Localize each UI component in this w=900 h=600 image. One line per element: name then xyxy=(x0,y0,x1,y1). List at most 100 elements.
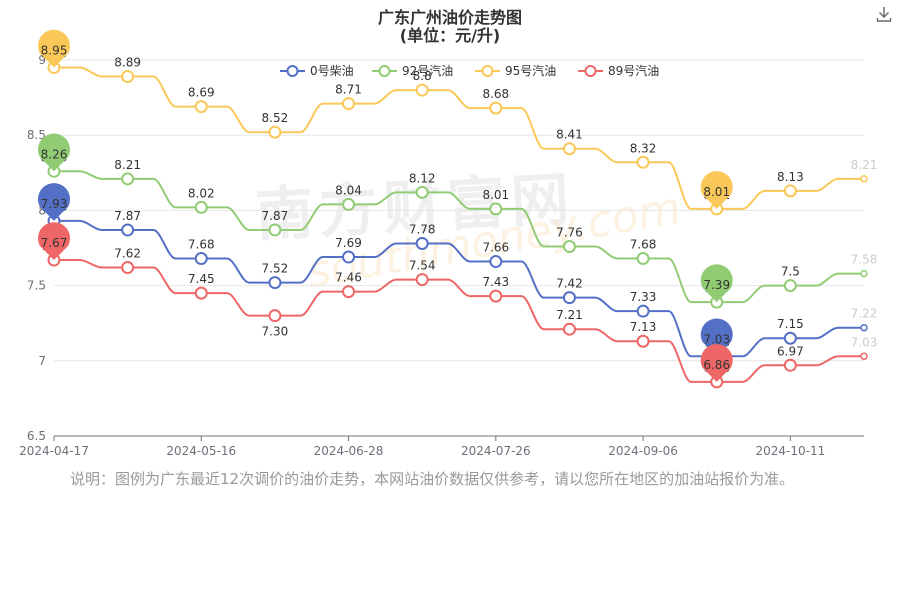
data-point xyxy=(268,276,282,290)
data-point xyxy=(194,100,208,114)
chart-title: 广东广州油价走势图 xyxy=(377,8,522,27)
data-point xyxy=(415,273,429,287)
legend: 0号柴油 92号汽油 95号汽油 89号汽油 xyxy=(280,63,659,78)
data-point xyxy=(562,291,576,305)
data-point xyxy=(860,175,868,183)
data-point xyxy=(415,185,429,199)
x-tick-label: 2024-06-28 xyxy=(314,444,384,458)
marker-pin-shape xyxy=(700,264,733,303)
data-label: 7.62 xyxy=(114,247,141,261)
data-label: 7.03 xyxy=(851,335,878,349)
data-point xyxy=(783,184,797,198)
series-line xyxy=(54,219,864,358)
legend-item[interactable]: 95号汽油 xyxy=(475,63,556,78)
data-label: 7.45 xyxy=(188,272,215,286)
data-point xyxy=(783,358,797,372)
data-point xyxy=(489,289,503,303)
data-point xyxy=(268,223,282,237)
data-label: 8.71 xyxy=(335,83,362,97)
data-point xyxy=(415,236,429,250)
x-tick-label: 2024-04-17 xyxy=(19,444,89,458)
y-tick-label: 8.5 xyxy=(27,128,46,142)
marker-pin-label: 8.95 xyxy=(41,44,68,58)
data-label: 7.54 xyxy=(409,259,436,273)
marker-pin-label: 7.67 xyxy=(41,236,68,250)
data-point xyxy=(342,250,356,264)
legend-item[interactable]: 92号汽油 xyxy=(372,63,453,78)
marker-pin-label: 8.01 xyxy=(703,185,730,199)
data-point xyxy=(342,97,356,111)
legend-marker xyxy=(481,65,494,77)
legend-marker xyxy=(378,65,391,77)
x-tick-label: 2024-09-06 xyxy=(608,444,678,458)
data-point xyxy=(636,155,650,169)
data-label: 7.21 xyxy=(556,308,583,322)
data-label: 7.42 xyxy=(556,277,583,291)
data-label: 7.66 xyxy=(482,241,509,255)
data-label: 7.46 xyxy=(335,271,362,285)
data-point xyxy=(783,331,797,345)
legend-item[interactable]: 0号柴油 xyxy=(280,64,354,78)
data-label: 8.21 xyxy=(114,158,141,172)
data-label: 7.58 xyxy=(851,253,878,267)
y-tick-label: 9 xyxy=(38,53,46,67)
marker-pin-label: 6.86 xyxy=(703,358,730,372)
marker-pin-shape xyxy=(37,183,70,221)
data-point xyxy=(562,322,576,336)
data-label: 7.87 xyxy=(262,209,289,223)
data-point xyxy=(268,125,282,139)
data-point xyxy=(415,83,429,97)
data-label: 7.78 xyxy=(409,222,436,236)
marker-pin-label: 7.03 xyxy=(703,332,730,346)
series-line xyxy=(54,170,864,304)
download-icon[interactable] xyxy=(876,6,892,22)
data-point xyxy=(783,279,797,293)
x-tick-label: 2024-07-26 xyxy=(461,444,531,458)
data-point xyxy=(121,172,135,186)
legend-marker xyxy=(584,65,597,77)
data-point xyxy=(194,286,208,300)
data-label: 8.52 xyxy=(262,111,289,125)
marker-pin: 7.93 xyxy=(37,183,70,221)
data-label: 8.41 xyxy=(556,128,583,142)
data-label: 7.5 xyxy=(781,265,800,279)
data-point xyxy=(636,334,650,348)
y-tick-label: 7 xyxy=(38,354,46,368)
data-point xyxy=(562,142,576,156)
marker-pin-shape xyxy=(37,29,70,68)
data-label: 8.69 xyxy=(188,86,215,100)
marker-pin-label: 7.39 xyxy=(703,278,730,292)
data-label: 8.89 xyxy=(114,56,141,70)
marker-pin-shape xyxy=(700,171,733,209)
data-label: 7.22 xyxy=(851,307,878,321)
x-tick-label: 2024-10-11 xyxy=(755,444,825,458)
marker-pin: 7.67 xyxy=(37,222,70,261)
data-point xyxy=(860,352,868,361)
data-label: 8.04 xyxy=(335,183,362,197)
marker-pin-shape xyxy=(37,133,70,172)
series-95号汽油: 8.95 8.89 8.69 8.52 8.71 8.8 8.68 8.41 8.32 8.01 8… xyxy=(37,29,877,216)
legend-item[interactable]: 89号汽油 xyxy=(578,63,659,78)
data-label: 7.68 xyxy=(188,238,215,252)
data-point xyxy=(121,261,135,275)
chart-subtitle: (单位：元/升) xyxy=(399,26,501,45)
data-label: 7.43 xyxy=(482,275,509,289)
series-line xyxy=(54,66,864,210)
series-line xyxy=(54,259,864,383)
data-label: 8.68 xyxy=(482,87,509,101)
data-point xyxy=(860,323,868,332)
data-label: 8.01 xyxy=(482,188,509,202)
data-label: 8.12 xyxy=(409,171,436,185)
data-label: 7.69 xyxy=(335,236,362,250)
y-tick-label: 6.5 xyxy=(27,429,46,443)
data-point xyxy=(562,239,576,253)
data-label: 7.52 xyxy=(262,262,289,276)
y-tick-label: 8 xyxy=(38,203,46,217)
marker-pin-shape xyxy=(700,344,733,382)
legend-label: 92号汽油 xyxy=(402,63,453,78)
data-label: 7.15 xyxy=(777,317,804,331)
legend-label: 0号柴油 xyxy=(310,64,354,78)
data-label: 7.30 xyxy=(262,325,289,339)
series-92号汽油: 8.26 8.21 8.02 7.87 8.04 8.12 8.01 7.76 7.68 7.39… xyxy=(37,133,878,309)
marker-pin: 8.95 xyxy=(37,29,70,68)
